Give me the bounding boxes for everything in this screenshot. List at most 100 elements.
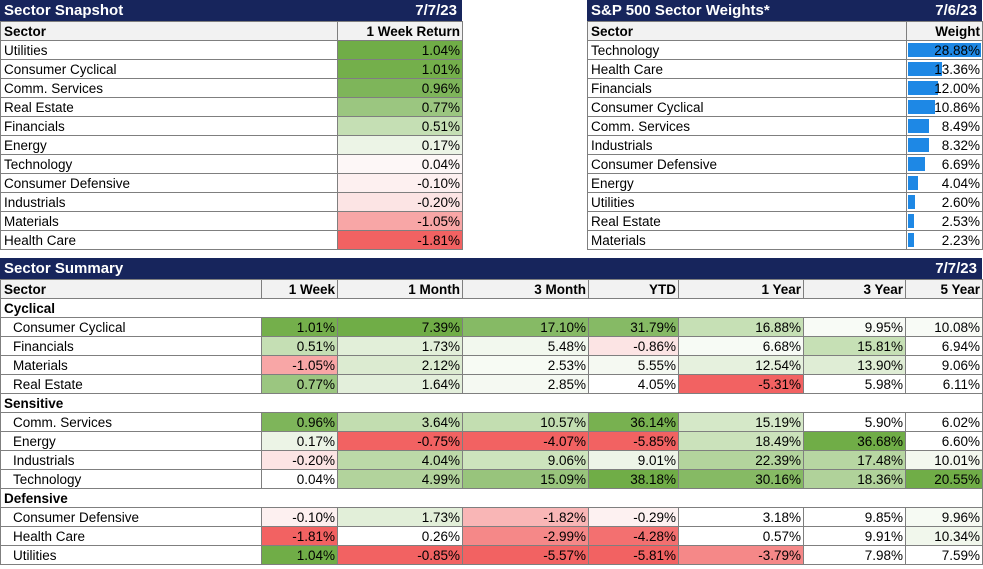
return-value: 9.85%	[803, 507, 906, 527]
sector-name: Technology	[0, 469, 262, 489]
return-value: 12.54%	[678, 355, 804, 375]
return-value: -0.86%	[588, 336, 679, 356]
col-header-1-week-return: 1 Week Return	[337, 21, 463, 41]
return-value: -0.29%	[588, 507, 679, 527]
return-value: 15.09%	[462, 469, 589, 489]
sector-name: Consumer Cyclical	[587, 97, 907, 117]
group-row: Sensitive	[0, 393, 983, 413]
table-row: Energy 4.04%	[587, 173, 983, 193]
sector-name: Industrials	[0, 450, 262, 470]
return-value: 0.17%	[261, 431, 338, 451]
return-value: 9.06%	[462, 450, 589, 470]
table-row: Industrials -0.20% 4.04% 9.06% 9.01% 22.39% 17…	[0, 450, 983, 470]
return-value: -0.20%	[261, 450, 338, 470]
sector-name: Utilities	[0, 545, 262, 565]
return-value: 6.60%	[905, 431, 983, 451]
table-row: Consumer Defensive -0.10%	[0, 173, 463, 193]
return-value: -3.79%	[678, 545, 804, 565]
table-row: Energy 0.17% -0.75% -4.07% -5.85% 18.49% 36.68…	[0, 431, 983, 451]
weight-bar	[908, 195, 915, 209]
weight-cell: 2.60%	[906, 192, 983, 212]
return-value: 6.02%	[905, 412, 983, 432]
sector-name: Consumer Cyclical	[0, 317, 262, 337]
weight-value: 10.86%	[934, 99, 980, 115]
sector-name: Health Care	[0, 526, 262, 546]
weight-bar	[908, 100, 936, 114]
return-value: 38.18%	[588, 469, 679, 489]
return-value: 15.81%	[803, 336, 906, 356]
sector-name: Materials	[0, 211, 338, 231]
return-value: 5.48%	[462, 336, 589, 356]
table-row: Health Care 13.36%	[587, 59, 983, 79]
return-value: -5.81%	[588, 545, 679, 565]
return-value: 7.98%	[803, 545, 906, 565]
return-value: 7.59%	[905, 545, 983, 565]
week-return-value: 0.77%	[337, 97, 463, 117]
return-value: 6.94%	[905, 336, 983, 356]
weight-value: 2.53%	[941, 213, 980, 229]
sector-weights-table: Sector Weight Technology 28.88% Health Car…	[587, 21, 983, 250]
weight-bar	[908, 214, 915, 228]
sector-name: Energy	[0, 431, 262, 451]
week-return-value: 0.96%	[337, 78, 463, 98]
table-row: Industrials 8.32%	[587, 135, 983, 155]
sector-name: Comm. Services	[587, 116, 907, 136]
return-value: 10.01%	[905, 450, 983, 470]
week-return-value: 0.04%	[337, 154, 463, 174]
sector-name: Consumer Defensive	[0, 507, 262, 527]
weight-bar	[908, 43, 981, 57]
return-value: -4.07%	[462, 431, 589, 451]
weight-bar	[908, 157, 925, 171]
return-value: 0.26%	[337, 526, 463, 546]
weight-bar	[908, 62, 942, 76]
return-value: 30.16%	[678, 469, 804, 489]
return-value: 9.01%	[588, 450, 679, 470]
weight-cell: 10.86%	[906, 97, 983, 117]
return-value: 4.05%	[588, 374, 679, 394]
sector-name: Real Estate	[0, 97, 338, 117]
return-value: 0.96%	[261, 412, 338, 432]
return-value: 9.91%	[803, 526, 906, 546]
return-value: -0.10%	[261, 507, 338, 527]
weight-value: 8.32%	[941, 137, 980, 153]
return-value: 2.53%	[462, 355, 589, 375]
table-row: Financials 0.51%	[0, 116, 463, 136]
return-value: 1.73%	[337, 507, 463, 527]
return-value: 9.95%	[803, 317, 906, 337]
table-row: Technology 28.88%	[587, 40, 983, 60]
table-row: Industrials -0.20%	[0, 192, 463, 212]
sector-name: Technology	[0, 154, 338, 174]
week-return-value: 1.04%	[337, 40, 463, 60]
return-value: 18.49%	[678, 431, 804, 451]
group-row: Cyclical	[0, 298, 983, 318]
table-row: Comm. Services 0.96% 3.64% 10.57% 36.14% 15.1…	[0, 412, 983, 432]
sector-name: Materials	[0, 355, 262, 375]
weight-bar	[908, 176, 919, 190]
group-label: Defensive	[0, 488, 983, 508]
return-value: 0.77%	[261, 374, 338, 394]
sector-name: Financials	[0, 116, 338, 136]
weight-bar	[908, 119, 930, 133]
sector-name: Energy	[587, 173, 907, 193]
col-header-1-month: 1 Month	[337, 279, 463, 299]
sector-summary-title: Sector Summary	[4, 260, 124, 277]
week-return-value: -1.81%	[337, 230, 463, 250]
return-value: 10.34%	[905, 526, 983, 546]
weight-value: 28.88%	[934, 42, 980, 58]
sector-name: Consumer Defensive	[587, 154, 907, 174]
return-value: 9.96%	[905, 507, 983, 527]
table-row: Energy 0.17%	[0, 135, 463, 155]
sector-name: Industrials	[587, 135, 907, 155]
sector-name: Comm. Services	[0, 412, 262, 432]
table-row: Utilities 2.60%	[587, 192, 983, 212]
sector-summary-table: Sector 1 Week 1 Month 3 Month YTD 1 Year 3 Yea…	[0, 279, 983, 565]
return-value: 0.04%	[261, 469, 338, 489]
return-value: 1.73%	[337, 336, 463, 356]
table-row: Consumer Cyclical 10.86%	[587, 97, 983, 117]
col-header-5-year: 5 Year	[905, 279, 983, 299]
group-label: Cyclical	[0, 298, 983, 318]
col-header-1-week: 1 Week	[261, 279, 338, 299]
table-row: Health Care -1.81%	[0, 230, 463, 250]
return-value: 10.08%	[905, 317, 983, 337]
sector-snapshot-header: Sector Snapshot 7/7/23	[0, 0, 462, 21]
